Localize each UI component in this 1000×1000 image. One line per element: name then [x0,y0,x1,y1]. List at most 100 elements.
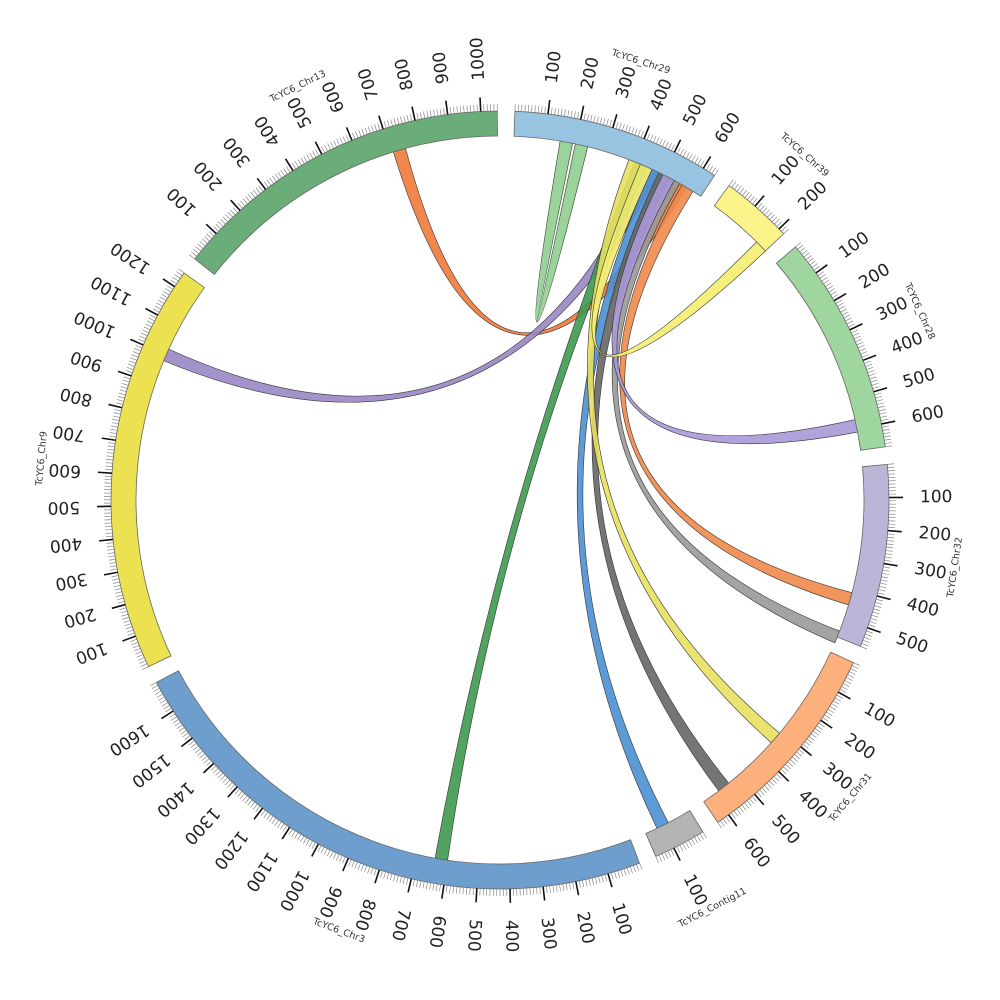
tick-label: 100 [679,871,711,909]
tick-label: 1200 [107,238,154,278]
tick-label: 800 [58,383,94,410]
major-tick [837,691,851,700]
tick-label: 300 [612,64,641,101]
tick-label: 400 [49,533,83,556]
tick-label: 500 [47,497,80,518]
segment-tcyc6-chr3 [155,670,641,890]
major-tick [108,403,123,409]
tick-label: 1200 [209,827,251,873]
tick-label: 1600 [105,719,152,759]
major-tick [284,158,294,172]
ticks-layer [97,97,903,903]
major-tick [883,562,898,567]
tick-label: 200 [794,178,831,215]
tick-label: 200 [918,523,952,545]
tick-label: 200 [62,603,99,631]
major-tick [130,338,144,346]
segment-tcyc6-chr39 [713,185,785,252]
tick-label: 100 [163,183,200,220]
tick-label: 1100 [88,271,136,309]
major-tick [101,437,116,442]
segment-tcyc6-chr28 [775,246,886,451]
minor-ticks-tcyc6-chr3 [150,682,643,896]
segment-tcyc6-contig11 [645,810,704,857]
tick-label: 600 [318,78,349,116]
major-tick [180,737,193,748]
chromosome-name-tcyc6-chr9: TcYC6_Chr9 [34,431,50,487]
link-ribbon [611,176,840,644]
tick-label: 400 [794,786,831,823]
tick-label: 400 [251,112,285,150]
tick-label: 1000 [71,306,119,342]
tick-label: 600 [739,834,774,872]
tick-label: 100 [607,901,635,938]
major-tick [117,370,132,377]
major-tick [311,843,320,857]
major-tick [849,323,863,331]
tick-label: 200 [841,729,879,764]
segment-tcyc6-chr31 [703,651,854,823]
tick-label: 500 [767,811,803,849]
tick-label: 700 [51,421,86,446]
major-tick [475,888,478,903]
tick-label: 500 [463,919,485,953]
tick-label: 900 [314,883,345,921]
major-tick [862,354,877,362]
segment-tcyc6-chr13 [194,110,498,275]
tick-label: 600 [910,402,946,428]
major-tick [702,156,712,169]
major-tick [673,847,681,861]
major-tick [378,115,384,130]
major-tick [205,223,217,235]
major-tick [97,471,112,475]
tick-label: 600 [425,914,449,949]
major-tick [162,278,176,288]
tick-label: 1500 [128,749,174,791]
link-ribbon [619,184,853,606]
major-tick [445,100,449,115]
major-tick [800,746,813,757]
tick-label: 500 [679,91,711,129]
major-tick [547,99,551,115]
tick-label: 1000 [275,867,313,915]
major-tick [820,719,833,729]
tick-label: 1000 [467,37,489,81]
links-layer [163,140,858,861]
major-tick [607,873,613,888]
tick-label: 800 [350,896,379,933]
major-tick [103,571,118,576]
tick-label: 500 [284,93,317,131]
segment-tcyc6-chr9 [110,272,205,668]
major-tick [579,105,585,120]
major-tick [753,793,765,806]
tick-label: 300 [54,568,90,594]
tick-label: 300 [873,293,911,325]
major-tick [673,139,682,153]
major-tick [575,881,580,896]
chromosome-name-tcyc6-chr32: TcYC6_Chr32 [945,537,965,600]
minor-ticks-tcyc6-contig11 [655,831,707,863]
tick-label: 700 [354,65,383,102]
segment-tcyc6-chr32 [836,463,890,647]
major-tick [441,884,445,899]
tick-label: 1400 [152,777,197,821]
tick-label: 500 [901,364,938,392]
major-tick [867,626,881,634]
segments-layer [110,110,890,890]
major-tick [314,141,323,155]
major-tick [542,886,546,901]
major-tick [345,127,353,141]
tick-label: 100 [835,228,873,263]
tick-label: 400 [501,920,522,953]
tick-label: 600 [48,459,82,481]
segment-tcyc6-chr29 [513,110,716,197]
major-tick [411,106,416,121]
major-tick [111,603,126,610]
labels-layer: 100 200 300 400 500 600TcYC6_Chr29100200TcYC6… [34,37,965,953]
tick-label: 300 [219,133,255,171]
major-tick [227,786,238,798]
major-tick [98,538,114,542]
major-tick [202,762,215,774]
major-tick [281,826,291,840]
major-tick [342,857,350,872]
